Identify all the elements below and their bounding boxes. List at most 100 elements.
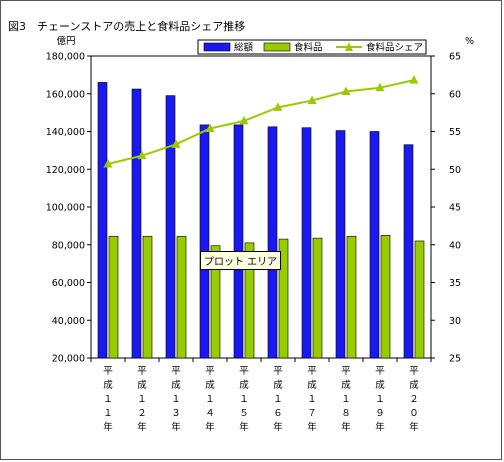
category-label-glyph: 年 <box>103 421 113 433</box>
category-label-glyph: 年 <box>307 421 317 433</box>
bar-food <box>346 235 357 359</box>
right-axis-tick-label: 65 <box>449 52 461 63</box>
right-axis-tick-label: 45 <box>449 203 461 214</box>
category-label-glyph: ９ <box>375 408 385 419</box>
category-label-glyph: １ <box>103 408 113 419</box>
right-axis-tick-label: 35 <box>449 278 461 289</box>
category-label-glyph: 平 <box>409 366 419 377</box>
right-axis-unit: % <box>465 36 474 47</box>
chart-title: 図3 チェーンストアの売上と食料品シェア推移 <box>8 20 246 33</box>
category-label-glyph: ３ <box>171 408 181 419</box>
category-label-glyph: １ <box>137 394 147 405</box>
bar-total <box>131 88 142 359</box>
category-label-glyph: 平 <box>341 366 351 377</box>
bar-total <box>403 144 414 359</box>
legend-label: 食料品 <box>294 42 323 54</box>
left-axis-tick-label: 60,000 <box>52 278 85 289</box>
share-point-marker <box>103 158 113 168</box>
bar-total <box>165 95 176 359</box>
share-point-marker <box>375 82 385 92</box>
legend-swatch <box>263 42 291 52</box>
right-axis-tick-label: 30 <box>449 316 461 327</box>
category-label-glyph: １ <box>171 394 181 405</box>
category-label-glyph: 成 <box>239 379 249 391</box>
category-label-glyph: 年 <box>341 421 351 433</box>
category-label-glyph: １ <box>205 394 215 405</box>
right-axis-tick-label: 40 <box>449 240 461 251</box>
category-label-glyph: 平 <box>273 366 283 377</box>
category-label-glyph: 成 <box>375 379 385 391</box>
category-label-glyph: 平 <box>137 366 147 377</box>
bar-food <box>380 235 391 359</box>
bar-total <box>369 131 380 359</box>
category-label-glyph: 平 <box>375 366 385 377</box>
left-axis-tick-label: 100,000 <box>46 203 85 214</box>
bar-food <box>210 245 221 359</box>
category-label-glyph: 年 <box>375 421 385 433</box>
legend-label: 食料品シェア <box>366 42 423 54</box>
legend-swatch <box>203 42 231 52</box>
right-axis-tick-label: 25 <box>449 354 461 365</box>
bar-total <box>97 82 108 359</box>
bar-food <box>414 240 425 359</box>
category-label-glyph: １ <box>273 394 283 405</box>
category-label-glyph: ２ <box>137 408 147 419</box>
share-point-marker <box>239 115 249 125</box>
left-axis-tick-label: 160,000 <box>46 89 85 100</box>
category-label-glyph: 成 <box>103 379 113 391</box>
left-axis-tick-label: 120,000 <box>46 165 85 176</box>
bar-food <box>108 235 119 359</box>
category-label-glyph: 平 <box>103 366 113 377</box>
category-label-glyph: １ <box>103 394 113 405</box>
bar-food <box>244 242 255 359</box>
category-label-glyph: 年 <box>205 421 215 433</box>
category-label-glyph: 平 <box>307 366 317 377</box>
right-axis-tick-label: 60 <box>449 89 461 100</box>
share-point-marker <box>171 139 181 148</box>
category-label-glyph: 年 <box>171 421 181 433</box>
bar-total <box>233 124 244 359</box>
category-label-glyph: 成 <box>273 379 283 391</box>
share-point-marker <box>205 123 215 132</box>
category-label-glyph: ５ <box>239 408 249 419</box>
category-label-glyph: ８ <box>341 408 351 419</box>
bar-total <box>335 130 346 359</box>
category-label-glyph: 年 <box>409 421 419 433</box>
bar-total <box>267 126 278 359</box>
category-label-glyph: 成 <box>205 379 215 391</box>
left-axis-tick-label: 80,000 <box>52 240 85 251</box>
legend-label: 総額 <box>234 42 254 54</box>
left-axis-tick-label: 180,000 <box>46 52 85 63</box>
share-point-marker <box>409 75 419 84</box>
category-label-glyph: ７ <box>307 408 317 419</box>
bar-food <box>312 237 323 359</box>
category-label-glyph: ２ <box>409 394 419 405</box>
share-point-marker <box>307 95 317 105</box>
category-label-glyph: 成 <box>409 379 419 391</box>
category-label-glyph: 平 <box>171 366 181 377</box>
category-label-glyph: １ <box>307 394 317 405</box>
category-label-glyph: １ <box>341 394 351 405</box>
category-label-glyph: 成 <box>341 379 351 391</box>
left-axis-tick-label: 20,000 <box>52 354 85 365</box>
bar-total <box>199 124 210 359</box>
plot-area <box>90 55 432 359</box>
category-label-glyph: 年 <box>239 421 249 433</box>
category-label-glyph: １ <box>375 394 385 405</box>
right-axis-tick-label: 50 <box>449 165 461 176</box>
category-label-glyph: 成 <box>137 379 147 391</box>
category-label-glyph: 年 <box>273 421 283 433</box>
bar-food <box>142 235 153 359</box>
right-axis-tick-label: 55 <box>449 127 461 138</box>
share-line <box>107 79 415 165</box>
bar-food <box>176 235 187 359</box>
left-axis-unit: 億円 <box>56 35 75 47</box>
plot-area-tooltip: プロット エリア <box>200 251 282 270</box>
category-label-glyph: １ <box>239 394 249 405</box>
category-label-glyph: 年 <box>137 421 147 433</box>
category-label-glyph: 成 <box>307 379 317 391</box>
category-label-glyph: 成 <box>171 379 181 391</box>
left-axis-tick-label: 140,000 <box>46 127 85 138</box>
